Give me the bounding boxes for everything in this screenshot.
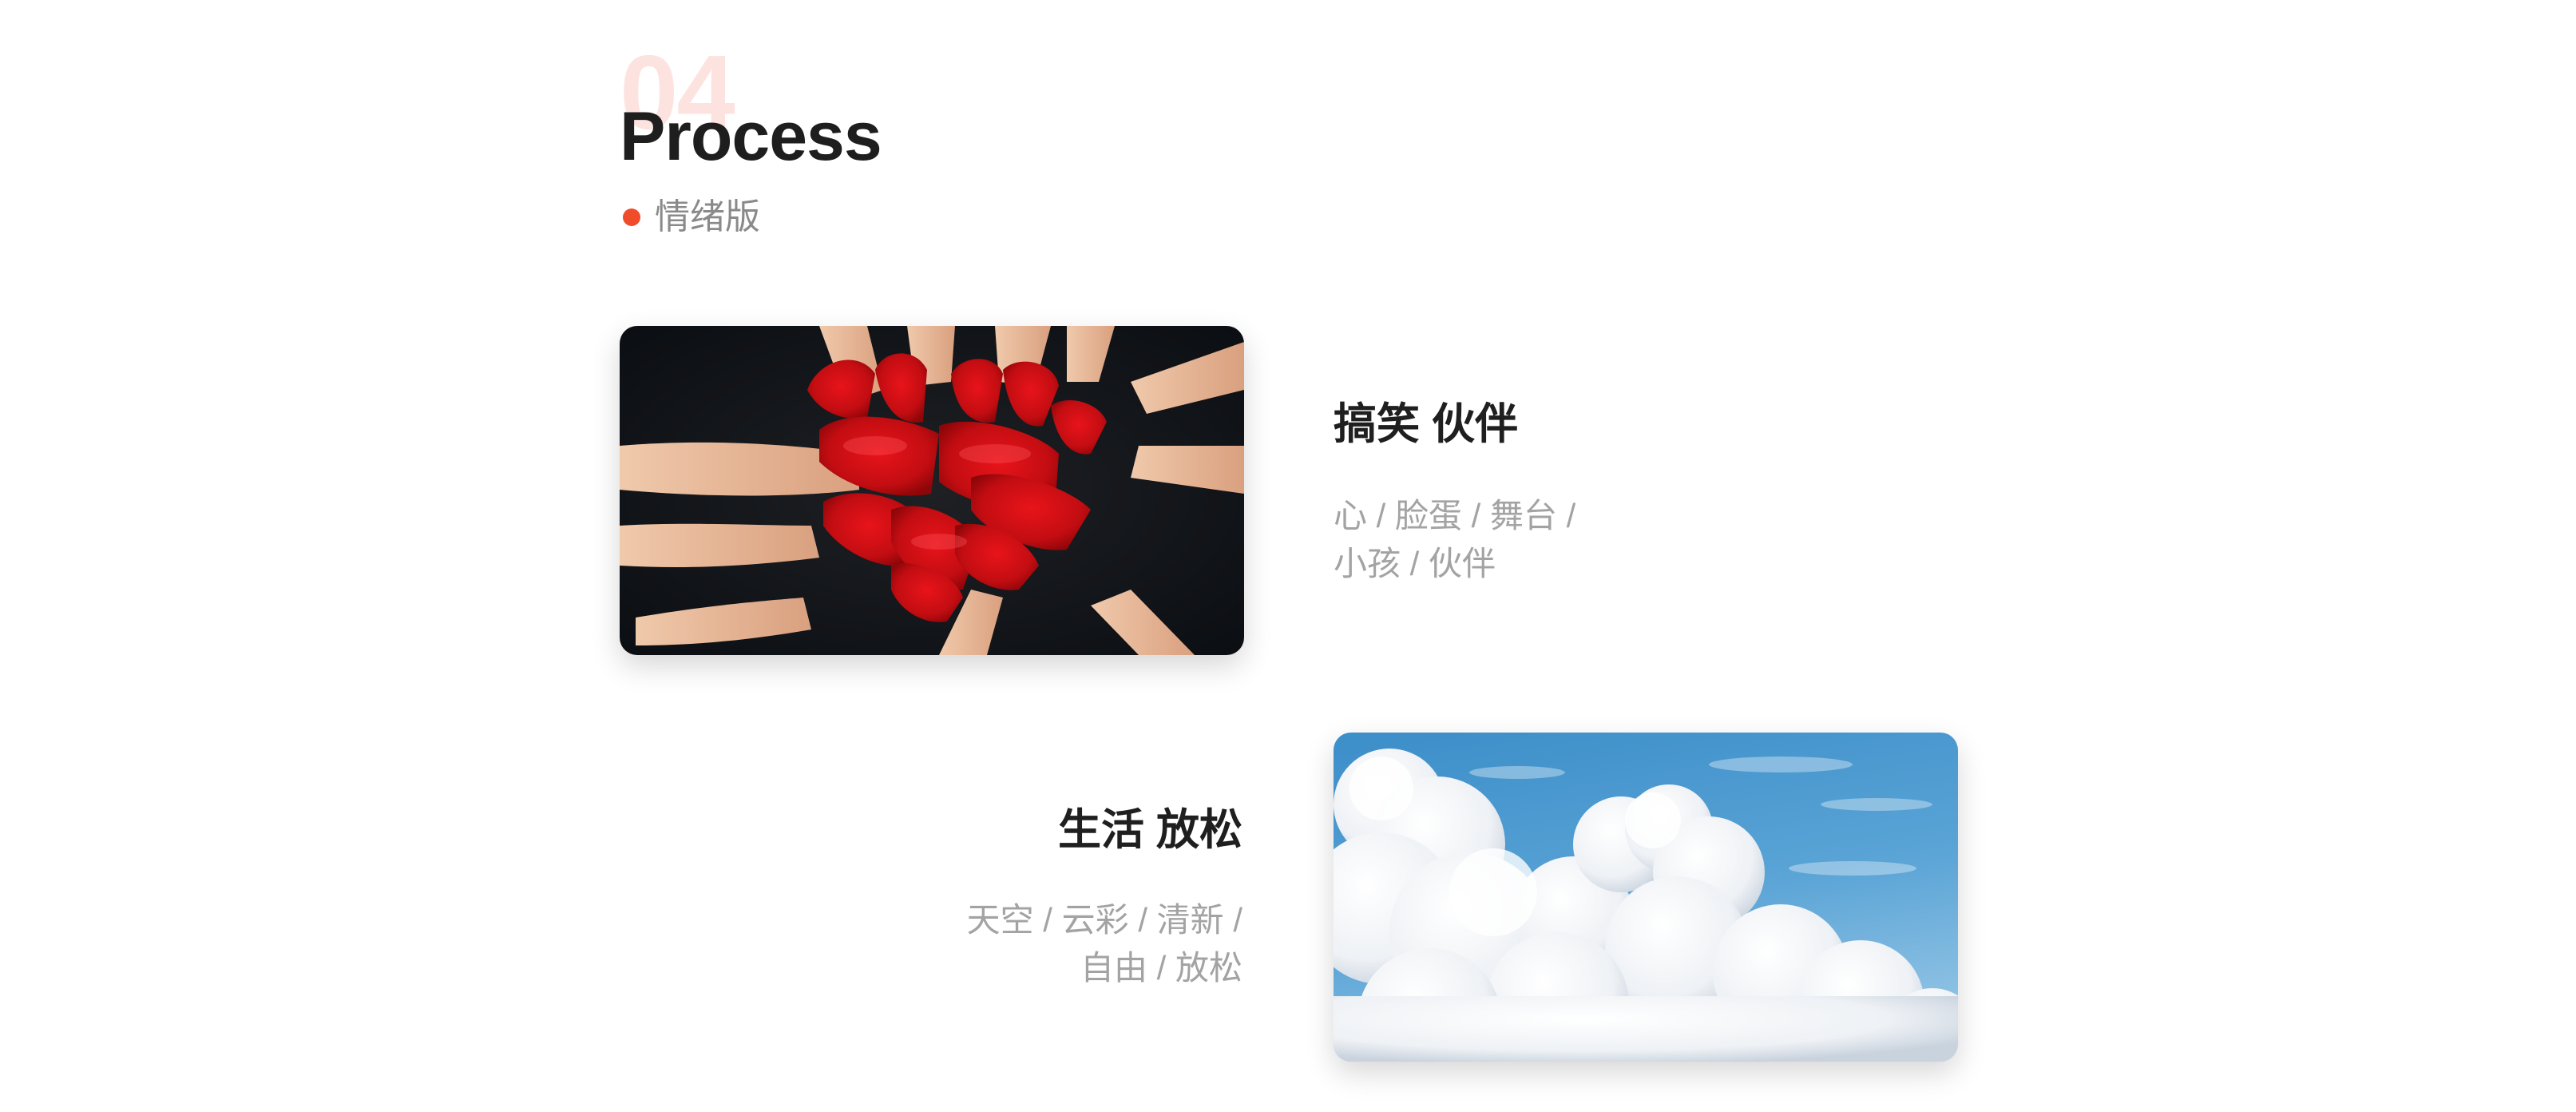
- subtitle: 情绪版: [655, 197, 760, 236]
- tags-line: 自由 / 放松: [1080, 949, 1242, 987]
- section-number: 04: [620, 34, 735, 151]
- tags-line: 小孩 / 伙伴: [1334, 545, 1496, 582]
- item-tags-relax: 天空 / 云彩 / 清新 / 自由 / 放松: [967, 896, 1242, 992]
- tags-line: 天空 / 云彩 / 清新 /: [966, 901, 1242, 939]
- blue-sky-clouds-photo: [1334, 733, 1958, 1062]
- subtitle-row: 情绪版: [623, 200, 760, 235]
- item-title-friends: 搞笑 伙伴: [1334, 400, 1519, 448]
- item-tags-friends: 心 / 脸蛋 / 舞台 / 小孩 / 伙伴: [1334, 492, 1575, 588]
- item-title-relax: 生活 放松: [1057, 806, 1242, 854]
- tags-line: 心 / 脸蛋 / 舞台 /: [1334, 497, 1576, 534]
- red-painted-hands-heart-photo: [620, 326, 1244, 655]
- section-title: Process: [620, 98, 882, 175]
- accent-dot-icon: [623, 208, 640, 226]
